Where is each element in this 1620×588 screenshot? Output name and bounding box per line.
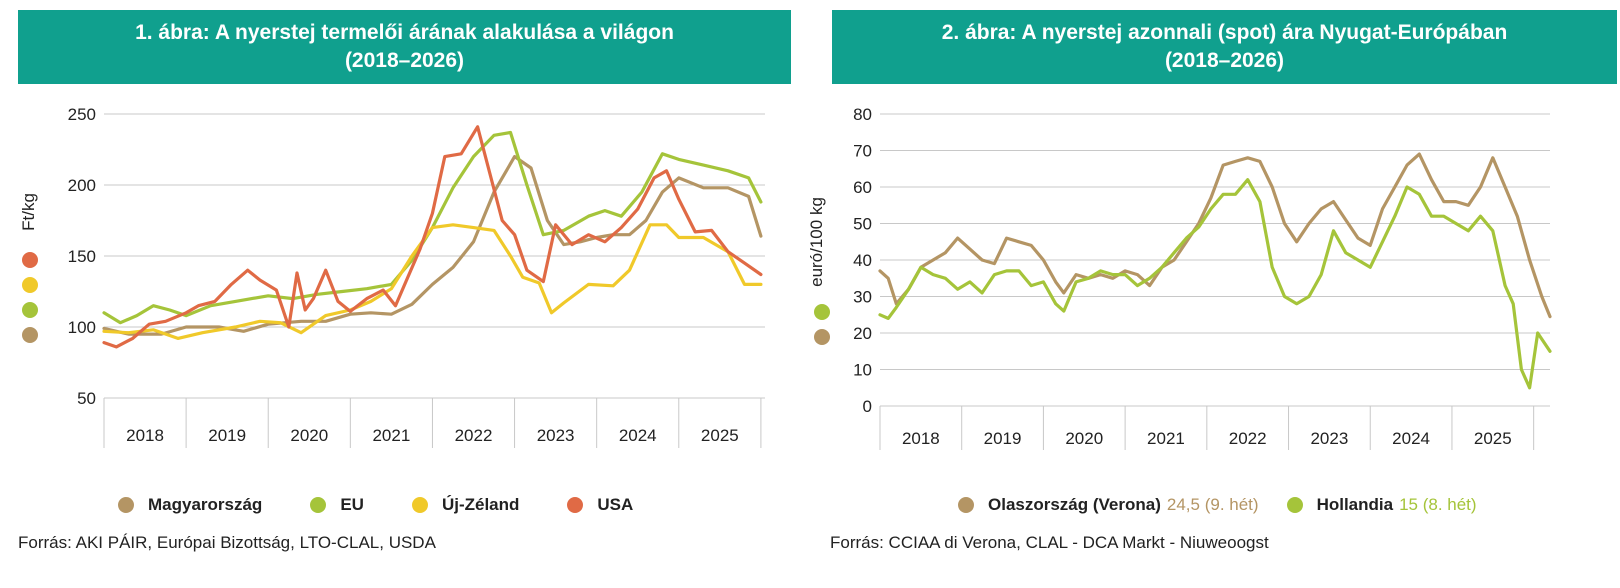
chart2-legend-latest-value: 24,5 (9. hét) [1166,495,1259,514]
chart1-series-line-3 [102,223,763,340]
chart1-legend-item: Magyarország [118,495,262,515]
chart2-plot: 0 10 20 30 40 50 60 70 80 2018 2019 2020 2021 2022 202… [807,105,1552,450]
chart1-legend-label: USA [597,495,634,514]
chart1-title-line1: 1. ábra: A nyerstej termelői árának alak… [135,21,674,44]
chart1-legend-marker [118,497,134,513]
chart1-series-line-1 [102,155,763,336]
chart1-ytick-label: 50 [77,389,96,408]
chart2-side-marker [814,329,830,345]
chart2-panel: 2. ábra: A nyerstej azonnali (spot) ára … [807,0,1620,588]
chart1-xtick-label: 2020 [290,426,328,445]
chart2-legend-item: Hollandia 15 (8. hét) [1286,495,1477,515]
chart2-ytick-label: 60 [853,178,872,197]
chart1-xtick-label: 2025 [701,426,739,445]
chart1-legend: Magyarország EU Új-Zéland USA [118,495,681,515]
chart1-legend-label: Magyarország [148,495,263,514]
chart2-title: 2. ábra: A nyerstej azonnali (spot) ára … [832,10,1617,84]
chart1-side-marker [22,252,38,268]
chart1-legend-item: EU [310,495,364,515]
chart2-legend-label: Hollandia [1316,495,1394,514]
chart2-title-line2: (2018–2026) [1164,49,1285,72]
chart1-legend-label: EU [340,495,364,514]
chart1-legend-label: Új-Zéland [441,495,520,514]
chart2-side-markers [814,304,830,354]
chart2-legend-label: Olaszország (Verona) [988,495,1161,514]
chart1-title: 1. ábra: A nyerstej termelői árának alak… [18,10,791,84]
chart1-ytick-label: 200 [68,176,96,195]
chart1-xtick-label: 2024 [619,426,657,445]
chart2-ytick-label: 50 [853,215,872,234]
chart1-xtick-label: 2022 [455,426,493,445]
chart2-ytick-label: 40 [853,251,872,270]
chart1-legend-item: Új-Zéland [411,495,520,515]
chart2-xtick-label: 2018 [902,429,940,448]
chart1-side-markers [22,252,38,352]
chart2-xtick-label: 2022 [1229,429,1267,448]
chart1-panel: 1. ábra: A nyerstej termelői árának alak… [0,0,800,588]
chart2-xtick-label: 2019 [984,429,1022,448]
chart2-ytick-label: 20 [853,324,872,343]
chart2-side-marker [814,304,830,320]
chart1-legend-item: USA [567,495,633,515]
chart2-xtick-label: 2023 [1310,429,1348,448]
chart1-xtick-label: 2023 [537,426,575,445]
chart1-legend-marker [411,497,428,513]
chart2-ylabel: euró/100 kg [807,197,826,287]
chart2-legend-item: Olaszország (Verona) 24,5 (9. hét) [958,495,1259,515]
chart2-xtick-label: 2020 [1065,429,1103,448]
chart2-ytick-label: 80 [853,105,872,124]
chart1-xtick-label: 2019 [208,426,246,445]
chart2-legend: Olaszország (Verona) 24,5 (9. hét) Holland… [958,495,1505,515]
chart1-xtick-label: 2021 [372,426,410,445]
chart1-plot: 50 100 150 200 250 2018 2019 2020 2021 2022 2023 20… [19,105,765,448]
chart2-xtick-label: 2024 [1392,429,1430,448]
chart2-legend-marker [958,497,974,513]
chart2-ytick-label: 70 [853,142,872,161]
chart2-ytick-label: 0 [863,397,872,416]
chart1-series-line-4 [102,125,763,349]
chart1-side-marker [22,277,38,293]
chart2-xtick-label: 2021 [1147,429,1185,448]
chart2-series-line-1 [878,152,1552,319]
chart1-ytick-label: 150 [68,247,96,266]
chart2-xtick-label: 2025 [1474,429,1512,448]
chart1-ytick-label: 250 [68,105,96,124]
chart1-ylabel: Ft/kg [19,193,38,231]
chart1-side-marker [22,327,38,343]
chart1-xtick-label: 2018 [126,426,164,445]
chart1-title-line2: (2018–2026) [344,49,465,72]
chart1-series-line-2 [102,130,763,325]
chart1-legend-marker [310,497,327,513]
chart1-ytick-label: 100 [68,318,96,337]
chart1-source: Forrás: AKI PÁIR, Európai Bizottság, LTO… [18,533,436,552]
chart1-side-marker [22,302,38,318]
chart2-legend-marker [1286,497,1303,513]
chart1-legend-marker [567,497,584,513]
chart2-source: Forrás: CCIAA di Verona, CLAL - DCA Mark… [830,533,1269,552]
chart2-legend-latest-value: 15 (8. hét) [1399,495,1477,514]
chart2-ytick-label: 10 [853,361,872,380]
chart2-series-line-2 [878,178,1552,390]
chart2-title-line1: 2. ábra: A nyerstej azonnali (spot) ára … [941,21,1508,44]
chart2-ytick-label: 30 [853,288,872,307]
